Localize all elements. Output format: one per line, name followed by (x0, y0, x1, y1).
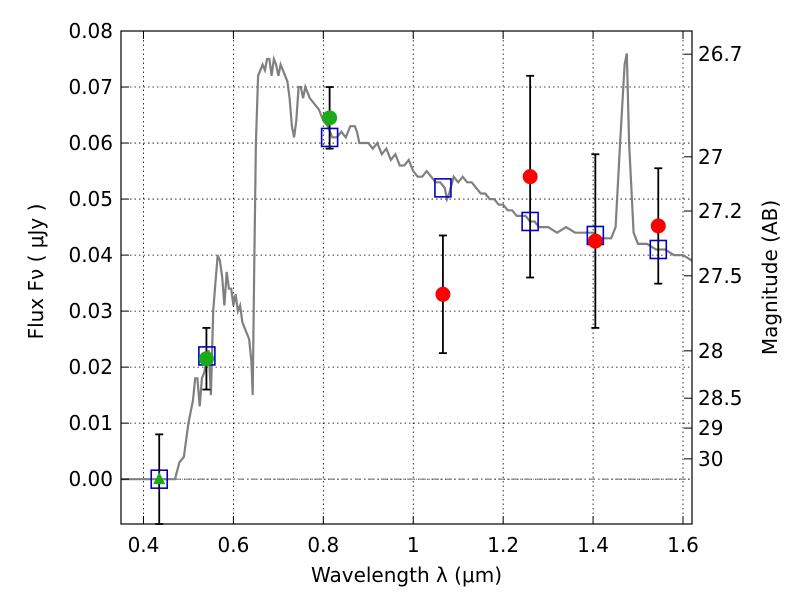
plot-frame (120, 30, 693, 525)
y2-axis-label: Magnitude (AB) (758, 200, 782, 355)
y-tick-label: 0.05 (68, 187, 113, 211)
y-tick-label: 0.02 (68, 355, 113, 379)
axis-ticks: 0.4 0.6 0.8 1 1.2 1.4 1.6 0.00 0.01 0.02 0.03 0.04 0… (68, 19, 742, 557)
x-tick-label: 1 (407, 533, 420, 557)
y2-tick-label: 30 (698, 447, 723, 471)
model-band-square (150, 469, 169, 489)
sed-model-line (121, 53, 693, 481)
y2-tick-label: 26.7 (698, 42, 743, 66)
model-band-square (649, 239, 668, 260)
y-tick-label: 0.06 (68, 131, 113, 155)
y-tick-label: 0.04 (68, 243, 113, 267)
x-tick-label: 0.8 (307, 533, 339, 557)
model-band-square (434, 178, 452, 198)
y2-tick-label: 27 (698, 145, 723, 169)
x-tick-label: 1.4 (577, 533, 609, 557)
data-point-circle (587, 233, 603, 249)
y-tick-label: 0.01 (68, 411, 113, 435)
x-axis-label: Wavelength λ (μm) (311, 563, 502, 587)
y-tick-label: 0.03 (68, 299, 113, 323)
y2-tick-label: 29 (698, 416, 723, 440)
x-tick-label: 1.2 (487, 533, 519, 557)
y-tick-label: 0.00 (68, 467, 113, 491)
data-point-circle (522, 169, 538, 185)
upper-limit-triangle (153, 472, 166, 485)
y2-tick-label: 27.2 (698, 199, 743, 223)
y-axis-label: Flux Fν ( μJy ) (24, 204, 48, 340)
y2-tick-label: 28.5 (698, 386, 743, 410)
y2-tick-label: 27.5 (698, 264, 743, 288)
data-point-circle (435, 286, 451, 302)
model-band-square (521, 211, 539, 232)
error-bars (155, 74, 663, 525)
grid (121, 30, 692, 524)
y2-tick-label: 28 (698, 339, 723, 363)
x-tick-label: 1.6 (667, 533, 699, 557)
x-tick-label: 0.4 (128, 533, 160, 557)
x-tick-label: 0.6 (217, 533, 249, 557)
model-band-square (320, 127, 339, 148)
data-point-circle (650, 218, 666, 234)
y-tick-label: 0.07 (68, 75, 113, 99)
y-tick-label: 0.08 (68, 19, 113, 43)
data-point-circle (322, 110, 338, 126)
data-point-circle (198, 351, 214, 367)
markers (150, 110, 668, 489)
